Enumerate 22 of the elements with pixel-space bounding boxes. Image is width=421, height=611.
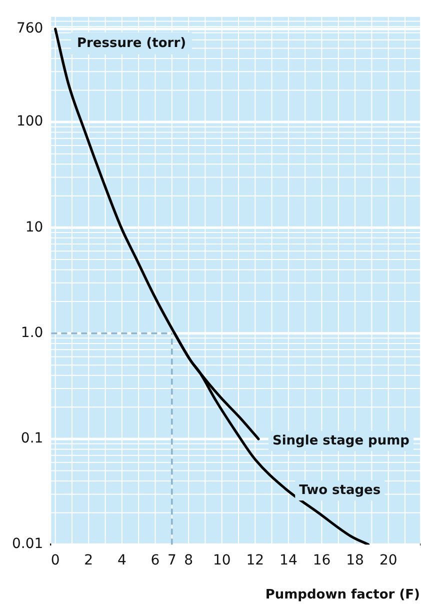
- x-tick-label: 4: [117, 552, 126, 569]
- x-tick-label: 12: [246, 552, 264, 569]
- y-tick-label: 0.01: [12, 536, 44, 552]
- x-tick-label: 6: [150, 552, 160, 569]
- y-tick-label: 760: [16, 20, 44, 37]
- series-label: Two stages: [299, 482, 381, 498]
- x-tick-label: 20: [379, 552, 398, 569]
- x-tick-label: 2: [84, 552, 94, 569]
- y-tick-label: 1.0: [20, 324, 44, 341]
- x-axis-title: Pumpdown factor (F): [265, 588, 420, 603]
- x-tick-label: 7: [167, 552, 176, 569]
- y-tick-label: 0.1: [20, 430, 44, 447]
- y-tick-label: 100: [16, 114, 44, 130]
- series-label: Single stage pump: [272, 433, 410, 448]
- x-tick-label: 8: [184, 552, 194, 569]
- y-axis-title: Pressure (torr): [76, 36, 186, 51]
- x-tick-label: 0: [50, 552, 60, 569]
- x-tick-label: 18: [346, 552, 364, 569]
- x-tick-label: 16: [312, 552, 331, 569]
- y-tick-label: 10: [25, 219, 44, 236]
- x-tick-label: 14: [280, 552, 298, 569]
- x-tick-label: 10: [212, 552, 231, 569]
